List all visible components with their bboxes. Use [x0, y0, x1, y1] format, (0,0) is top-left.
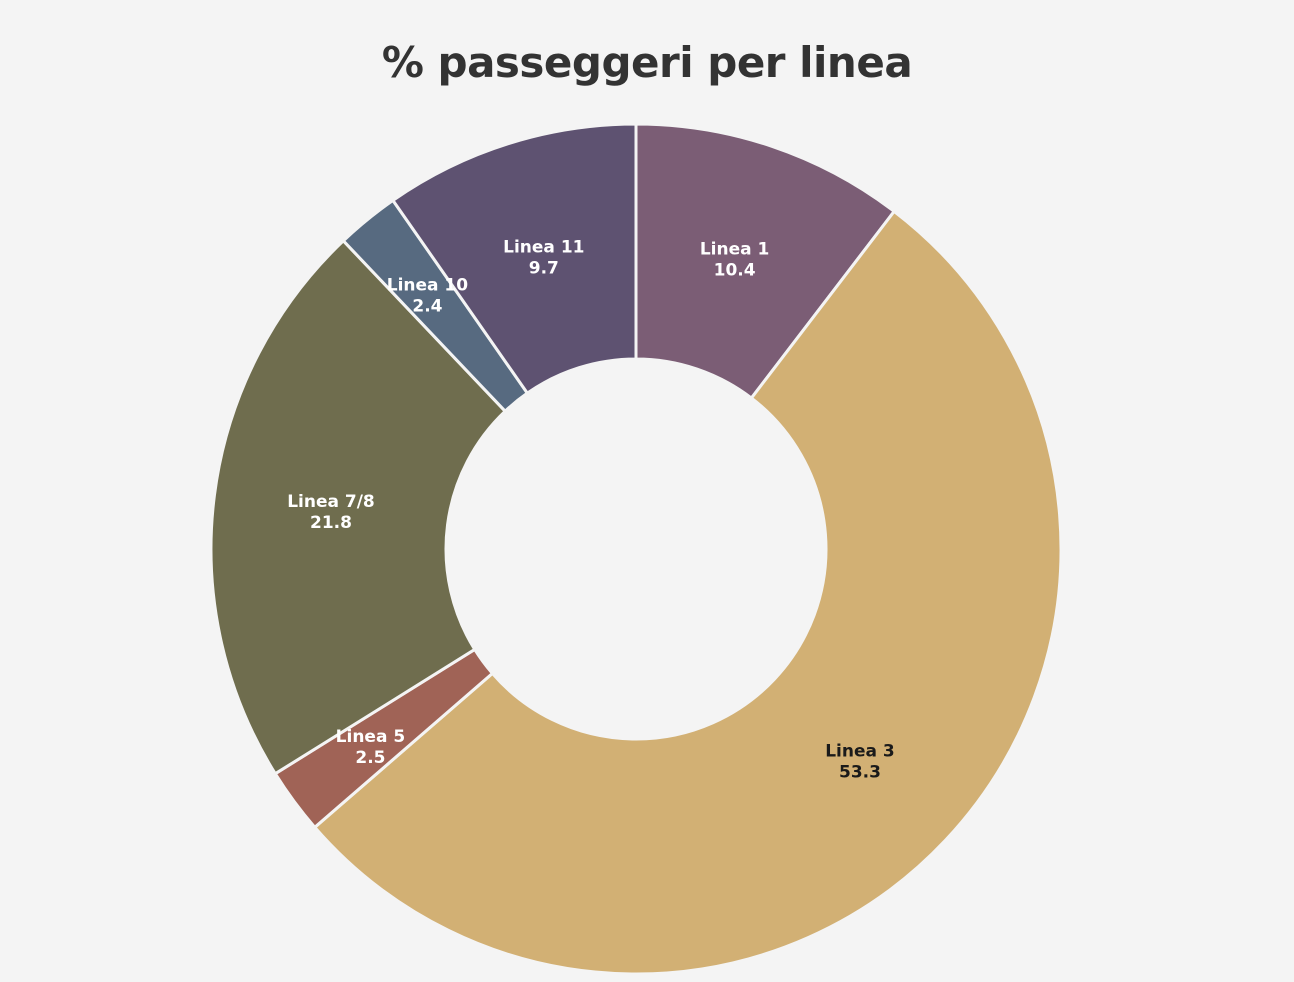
- slice-label-linea-1: Linea 110.4: [700, 240, 770, 281]
- slice-name: Linea 3: [825, 742, 895, 762]
- slice-value: 2.4: [412, 296, 442, 316]
- slice-value: 2.5: [355, 748, 385, 768]
- slice-value: 9.7: [529, 259, 559, 279]
- slice-value: 53.3: [839, 763, 881, 783]
- slice-label-linea-7-8: Linea 7/821.8: [287, 492, 375, 533]
- slice-value: 21.8: [310, 513, 352, 533]
- chart-title: % passeggeri per linea: [381, 38, 913, 87]
- slice-linea-7-8[interactable]: [209, 238, 508, 776]
- slice-value: 10.4: [714, 261, 756, 281]
- slice-linea-11[interactable]: [390, 122, 638, 396]
- slice-name: Linea 1: [700, 240, 770, 260]
- slice-label-linea-3: Linea 353.3: [825, 742, 895, 783]
- slice-name: Linea 7/8: [287, 492, 375, 512]
- slice-label-linea-10: Linea 102.4: [387, 275, 469, 316]
- slice-linea-3[interactable]: [312, 209, 1063, 976]
- slice-linea-1[interactable]: [634, 122, 897, 401]
- slice-label-linea-11: Linea 119.7: [503, 238, 584, 279]
- slice-name: Linea 10: [387, 275, 469, 295]
- slice-name: Linea 11: [503, 238, 584, 258]
- slice-label-linea-5: Linea 52.5: [336, 727, 406, 768]
- slice-name: Linea 5: [336, 727, 406, 747]
